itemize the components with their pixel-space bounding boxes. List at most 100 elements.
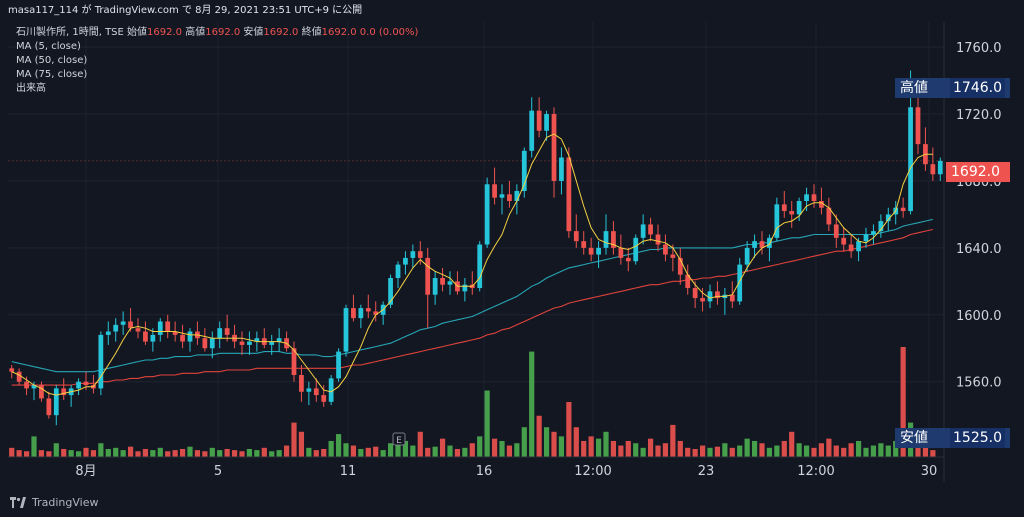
candle-body <box>157 321 163 335</box>
high-price-label: 高値 1746.0 <box>895 78 1010 98</box>
volume-bar <box>647 438 654 457</box>
indicator-volume[interactable]: 出来高 <box>16 83 46 94</box>
indicator-ma5[interactable]: MA (5, close) <box>16 41 81 52</box>
candle-body <box>900 207 906 212</box>
volume-bar <box>818 443 825 457</box>
price-tick-5: 1560.0 <box>956 376 1002 391</box>
candle-body <box>633 237 639 262</box>
candle-body <box>388 277 393 305</box>
candle-body <box>9 368 15 372</box>
candle-body <box>477 244 483 289</box>
volume-bar <box>380 450 386 457</box>
candle-body <box>113 324 119 332</box>
volume-bar <box>514 443 520 457</box>
candle-body <box>685 274 691 289</box>
candle-body <box>596 247 601 255</box>
candle-body <box>752 241 757 248</box>
volume-bar <box>766 447 773 457</box>
ohlc-change: 0.0 (0.00%) <box>359 27 419 38</box>
volume-bar <box>165 451 171 457</box>
volume-bar <box>120 450 126 457</box>
volume-bar <box>811 447 817 457</box>
volume-bar <box>68 450 74 457</box>
volume-bar <box>202 451 208 457</box>
candle-body <box>663 244 668 255</box>
price-tick-0: 1760.0 <box>956 41 1002 56</box>
volume-bar <box>477 436 483 457</box>
volume-bar <box>573 427 579 457</box>
volume-bar <box>714 446 721 457</box>
candle-body <box>432 277 438 295</box>
ohlc-open-value: 1692.0 <box>147 27 183 38</box>
volume-bar <box>462 447 468 457</box>
candle-body <box>618 247 624 258</box>
volume-bar <box>848 443 854 457</box>
candle-body <box>767 237 772 248</box>
ohlc-high-value: 1692.0 <box>205 27 241 38</box>
volume-bar <box>402 440 409 457</box>
indicator-ma75[interactable]: MA (75, close) <box>16 69 88 80</box>
candle-body <box>447 281 453 285</box>
candle-body <box>269 341 275 345</box>
volume-bar <box>432 446 438 457</box>
volume-bar <box>38 450 45 457</box>
volume-bar <box>113 447 119 457</box>
candle-body <box>559 157 564 181</box>
time-axis[interactable]: 8月 5 11 16 12:00 23 12:00 30 <box>8 456 944 479</box>
candle-body <box>566 157 572 232</box>
volume-bar <box>893 440 899 457</box>
candle-body <box>209 338 215 349</box>
candle-body <box>217 328 223 339</box>
volume-bar <box>640 447 646 457</box>
candle-body <box>143 331 148 342</box>
volume-bar <box>499 440 505 457</box>
candle-body <box>120 321 126 325</box>
volume-bar <box>454 448 461 457</box>
candle-body <box>707 291 713 302</box>
candle-body <box>700 298 705 302</box>
volume-bar <box>75 451 82 457</box>
candle-body <box>774 204 780 238</box>
candle-body <box>61 388 67 396</box>
candle-body <box>484 184 490 245</box>
candle-body <box>254 338 260 342</box>
volume-bar <box>529 351 535 457</box>
candle-body <box>306 388 312 392</box>
candle-body <box>744 247 750 265</box>
time-tick-3: 16 <box>476 464 493 479</box>
event-marker[interactable]: E <box>392 432 406 446</box>
volume-bar <box>16 450 22 457</box>
candle-body <box>358 308 364 319</box>
indicator-ma50[interactable]: MA (50, close) <box>16 55 88 66</box>
publish-header: masa117_114 が TradingView.com で 8月 29, 2… <box>0 0 1024 22</box>
volume-bar <box>410 445 416 457</box>
low-value-text: 1525.0 <box>950 428 1005 448</box>
legend-ohlc-row: 石川製作所, 1時間, TSE 始値1692.0 高値1692.0 安値1692… <box>16 26 418 40</box>
time-tick-5: 23 <box>698 464 715 479</box>
volume-bar <box>23 451 30 457</box>
candle-body <box>24 381 29 389</box>
grid-lines <box>8 22 944 457</box>
volume-bar <box>387 443 394 457</box>
volume-bar <box>105 448 111 457</box>
volume-bar <box>566 402 572 457</box>
candle-body <box>417 251 423 258</box>
volume-bar <box>662 443 669 457</box>
volume-bar <box>655 445 661 457</box>
volume-bar <box>142 448 149 457</box>
candle-body <box>105 331 111 335</box>
candle-body <box>150 334 156 342</box>
candle-body <box>16 371 22 382</box>
candle-body <box>343 308 349 352</box>
volume-bar <box>127 446 134 457</box>
candle-body <box>499 194 505 198</box>
volume-bar <box>922 443 929 457</box>
volume-bar <box>633 443 639 457</box>
earnings-event-box[interactable] <box>392 432 406 446</box>
volume-bar <box>261 447 267 457</box>
candle-body <box>529 110 535 151</box>
tradingview-logo[interactable]: TradingView <box>10 496 98 509</box>
volume-bar <box>217 450 223 457</box>
candle-body <box>440 277 445 285</box>
